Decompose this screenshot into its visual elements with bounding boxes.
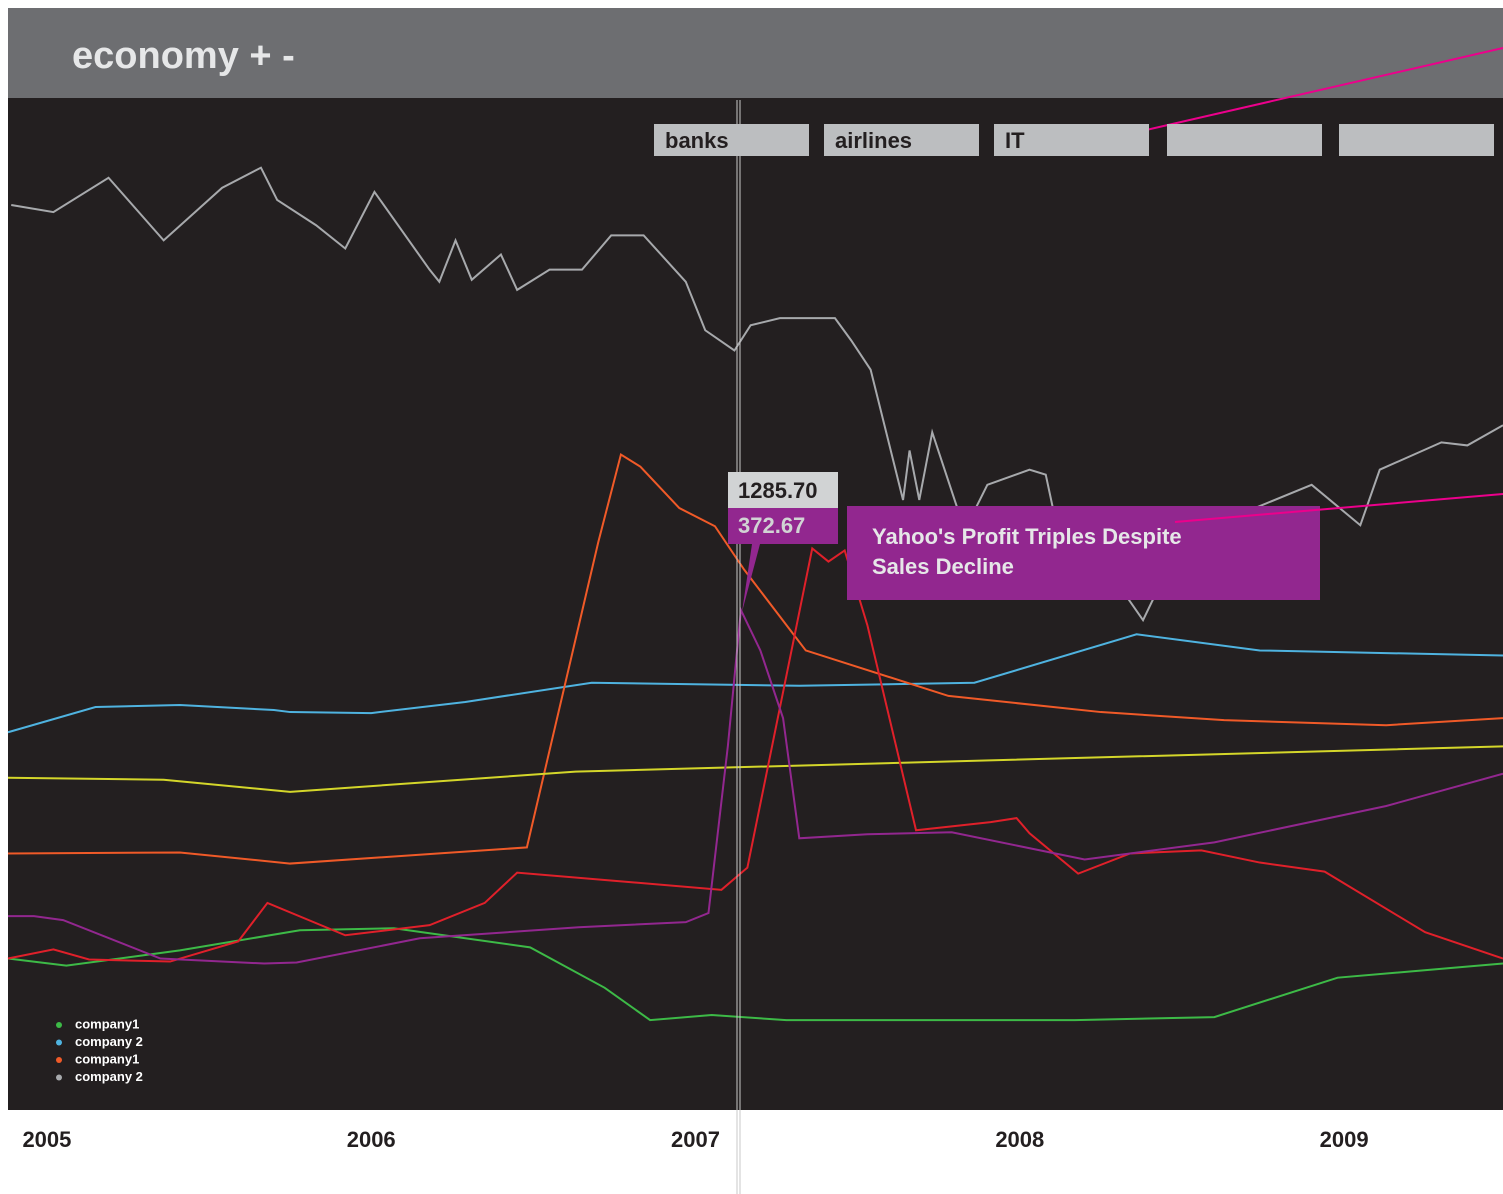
- series-line: [8, 606, 1503, 965]
- readout: 372.67: [728, 508, 838, 544]
- tab[interactable]: banks: [654, 124, 809, 156]
- x-tick-label: 2008: [995, 1127, 1044, 1152]
- x-tick-label: 2009: [1320, 1127, 1369, 1152]
- legend-swatch: [56, 1022, 62, 1028]
- series-line: [7, 452, 1503, 865]
- series-line: [7, 633, 1503, 734]
- series-line: [7, 745, 1503, 793]
- tab[interactable]: [1167, 124, 1322, 156]
- annotation[interactable]: Yahoo's Profit Triples Despite Sales Dec…: [847, 506, 1320, 600]
- header-title: economy + -: [72, 35, 295, 77]
- tab[interactable]: airlines: [824, 124, 979, 156]
- legend-label: company 2: [75, 1069, 143, 1084]
- series-line: [7, 927, 1503, 1022]
- x-tick-label: 2006: [347, 1127, 396, 1152]
- legend-label: company1: [75, 1051, 139, 1066]
- x-tick-label: 2005: [22, 1127, 71, 1152]
- plot-area: [8, 98, 1503, 1110]
- legend-label: company1: [75, 1016, 139, 1031]
- readout: 1285.70: [728, 472, 838, 508]
- header-bar: [8, 8, 1503, 98]
- legend-swatch: [56, 1039, 62, 1046]
- legend-swatch: [56, 1057, 62, 1063]
- readout-pointer: [742, 544, 760, 612]
- legend-swatch: [56, 1074, 62, 1081]
- link-line: [1119, 47, 1503, 137]
- x-tick-label: 2007: [671, 1127, 720, 1152]
- series-line: [7, 546, 1503, 963]
- tab[interactable]: IT: [994, 124, 1149, 156]
- tab[interactable]: [1339, 124, 1494, 156]
- legend-label: company 2: [75, 1034, 143, 1049]
